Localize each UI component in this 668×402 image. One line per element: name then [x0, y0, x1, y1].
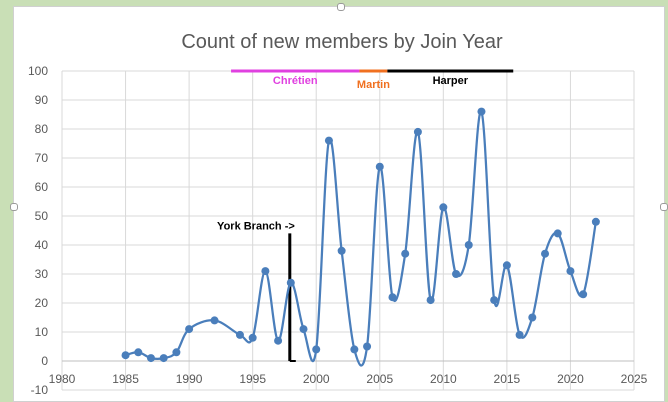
- data-point: [159, 354, 168, 363]
- y-tick-label: 60: [35, 180, 49, 194]
- data-point: [413, 127, 422, 136]
- x-tick-label: 2015: [494, 372, 521, 386]
- data-point: [146, 354, 155, 363]
- x-tick-label: 1990: [176, 372, 203, 386]
- period-label: Harper: [433, 75, 469, 87]
- gridlines: [61, 70, 635, 391]
- data-point: [477, 107, 486, 116]
- x-tick-label: 2020: [557, 372, 584, 386]
- y-tick-label: 100: [28, 64, 48, 78]
- data-point: [375, 162, 384, 171]
- data-point: [248, 333, 257, 342]
- axes: -10 0 10 20 30 40 50 60 70 80 90 100 1980 1985 1990 199…: [28, 64, 648, 397]
- x-tick-label: 2025: [621, 372, 648, 386]
- data-point: [286, 278, 295, 287]
- data-point: [388, 293, 397, 302]
- data-point: [553, 229, 562, 238]
- data-point: [185, 325, 194, 334]
- data-point: [426, 296, 435, 305]
- data-point: [235, 330, 244, 339]
- resize-handle-top[interactable]: [337, 3, 345, 11]
- data-point: [515, 330, 524, 339]
- x-tick-label: 2010: [430, 372, 457, 386]
- data-point: [490, 296, 499, 305]
- data-point: [363, 342, 372, 351]
- data-point: [210, 316, 219, 325]
- data-point: [502, 261, 511, 270]
- data-point: [299, 325, 308, 334]
- data-point: [324, 136, 333, 145]
- data-point: [452, 270, 461, 278]
- data-point: [528, 313, 537, 322]
- data-point: [579, 290, 588, 299]
- data-point: [350, 345, 359, 354]
- y-tick-label: 50: [35, 209, 49, 223]
- chart-title: Count of new members by Join Year: [181, 31, 503, 53]
- data-point: [439, 203, 448, 212]
- data-point: [337, 246, 346, 255]
- period-label: Martin: [357, 79, 390, 91]
- data-point: [401, 249, 410, 258]
- data-point: [134, 348, 143, 357]
- series-line: [125, 110, 597, 367]
- data-point: [541, 249, 550, 258]
- x-tick-label: 1980: [49, 372, 76, 386]
- data-point: [312, 345, 321, 354]
- period-label: Chrétien: [273, 75, 318, 87]
- y-tick-label: 80: [35, 122, 49, 136]
- data-point: [464, 241, 473, 249]
- y-tick-label: 30: [35, 267, 49, 281]
- data-point: [261, 267, 270, 276]
- y-tick-label: 10: [35, 325, 49, 339]
- york-branch-label: York Branch ->: [217, 220, 295, 232]
- y-tick-label: 70: [35, 151, 49, 165]
- data-point: [591, 217, 600, 226]
- data-point: [172, 348, 181, 357]
- annotations: Chrétien Martin Harper York Branch ->: [217, 69, 514, 362]
- y-tick-label: 40: [35, 238, 49, 252]
- y-tick-label: 0: [41, 354, 48, 368]
- x-tick-label: 1995: [239, 372, 266, 386]
- data-point: [121, 351, 130, 360]
- resize-handle-left[interactable]: [10, 203, 18, 211]
- x-tick-label: 2000: [303, 372, 330, 386]
- y-tick-label: 90: [35, 93, 49, 107]
- x-tick-label: 2005: [366, 372, 393, 386]
- y-tick-label: 20: [35, 296, 49, 310]
- data-point: [566, 267, 575, 276]
- data-point: [274, 336, 283, 345]
- x-tick-label: 1985: [112, 372, 139, 386]
- series: [121, 107, 600, 367]
- y-tick-label: -10: [31, 383, 49, 397]
